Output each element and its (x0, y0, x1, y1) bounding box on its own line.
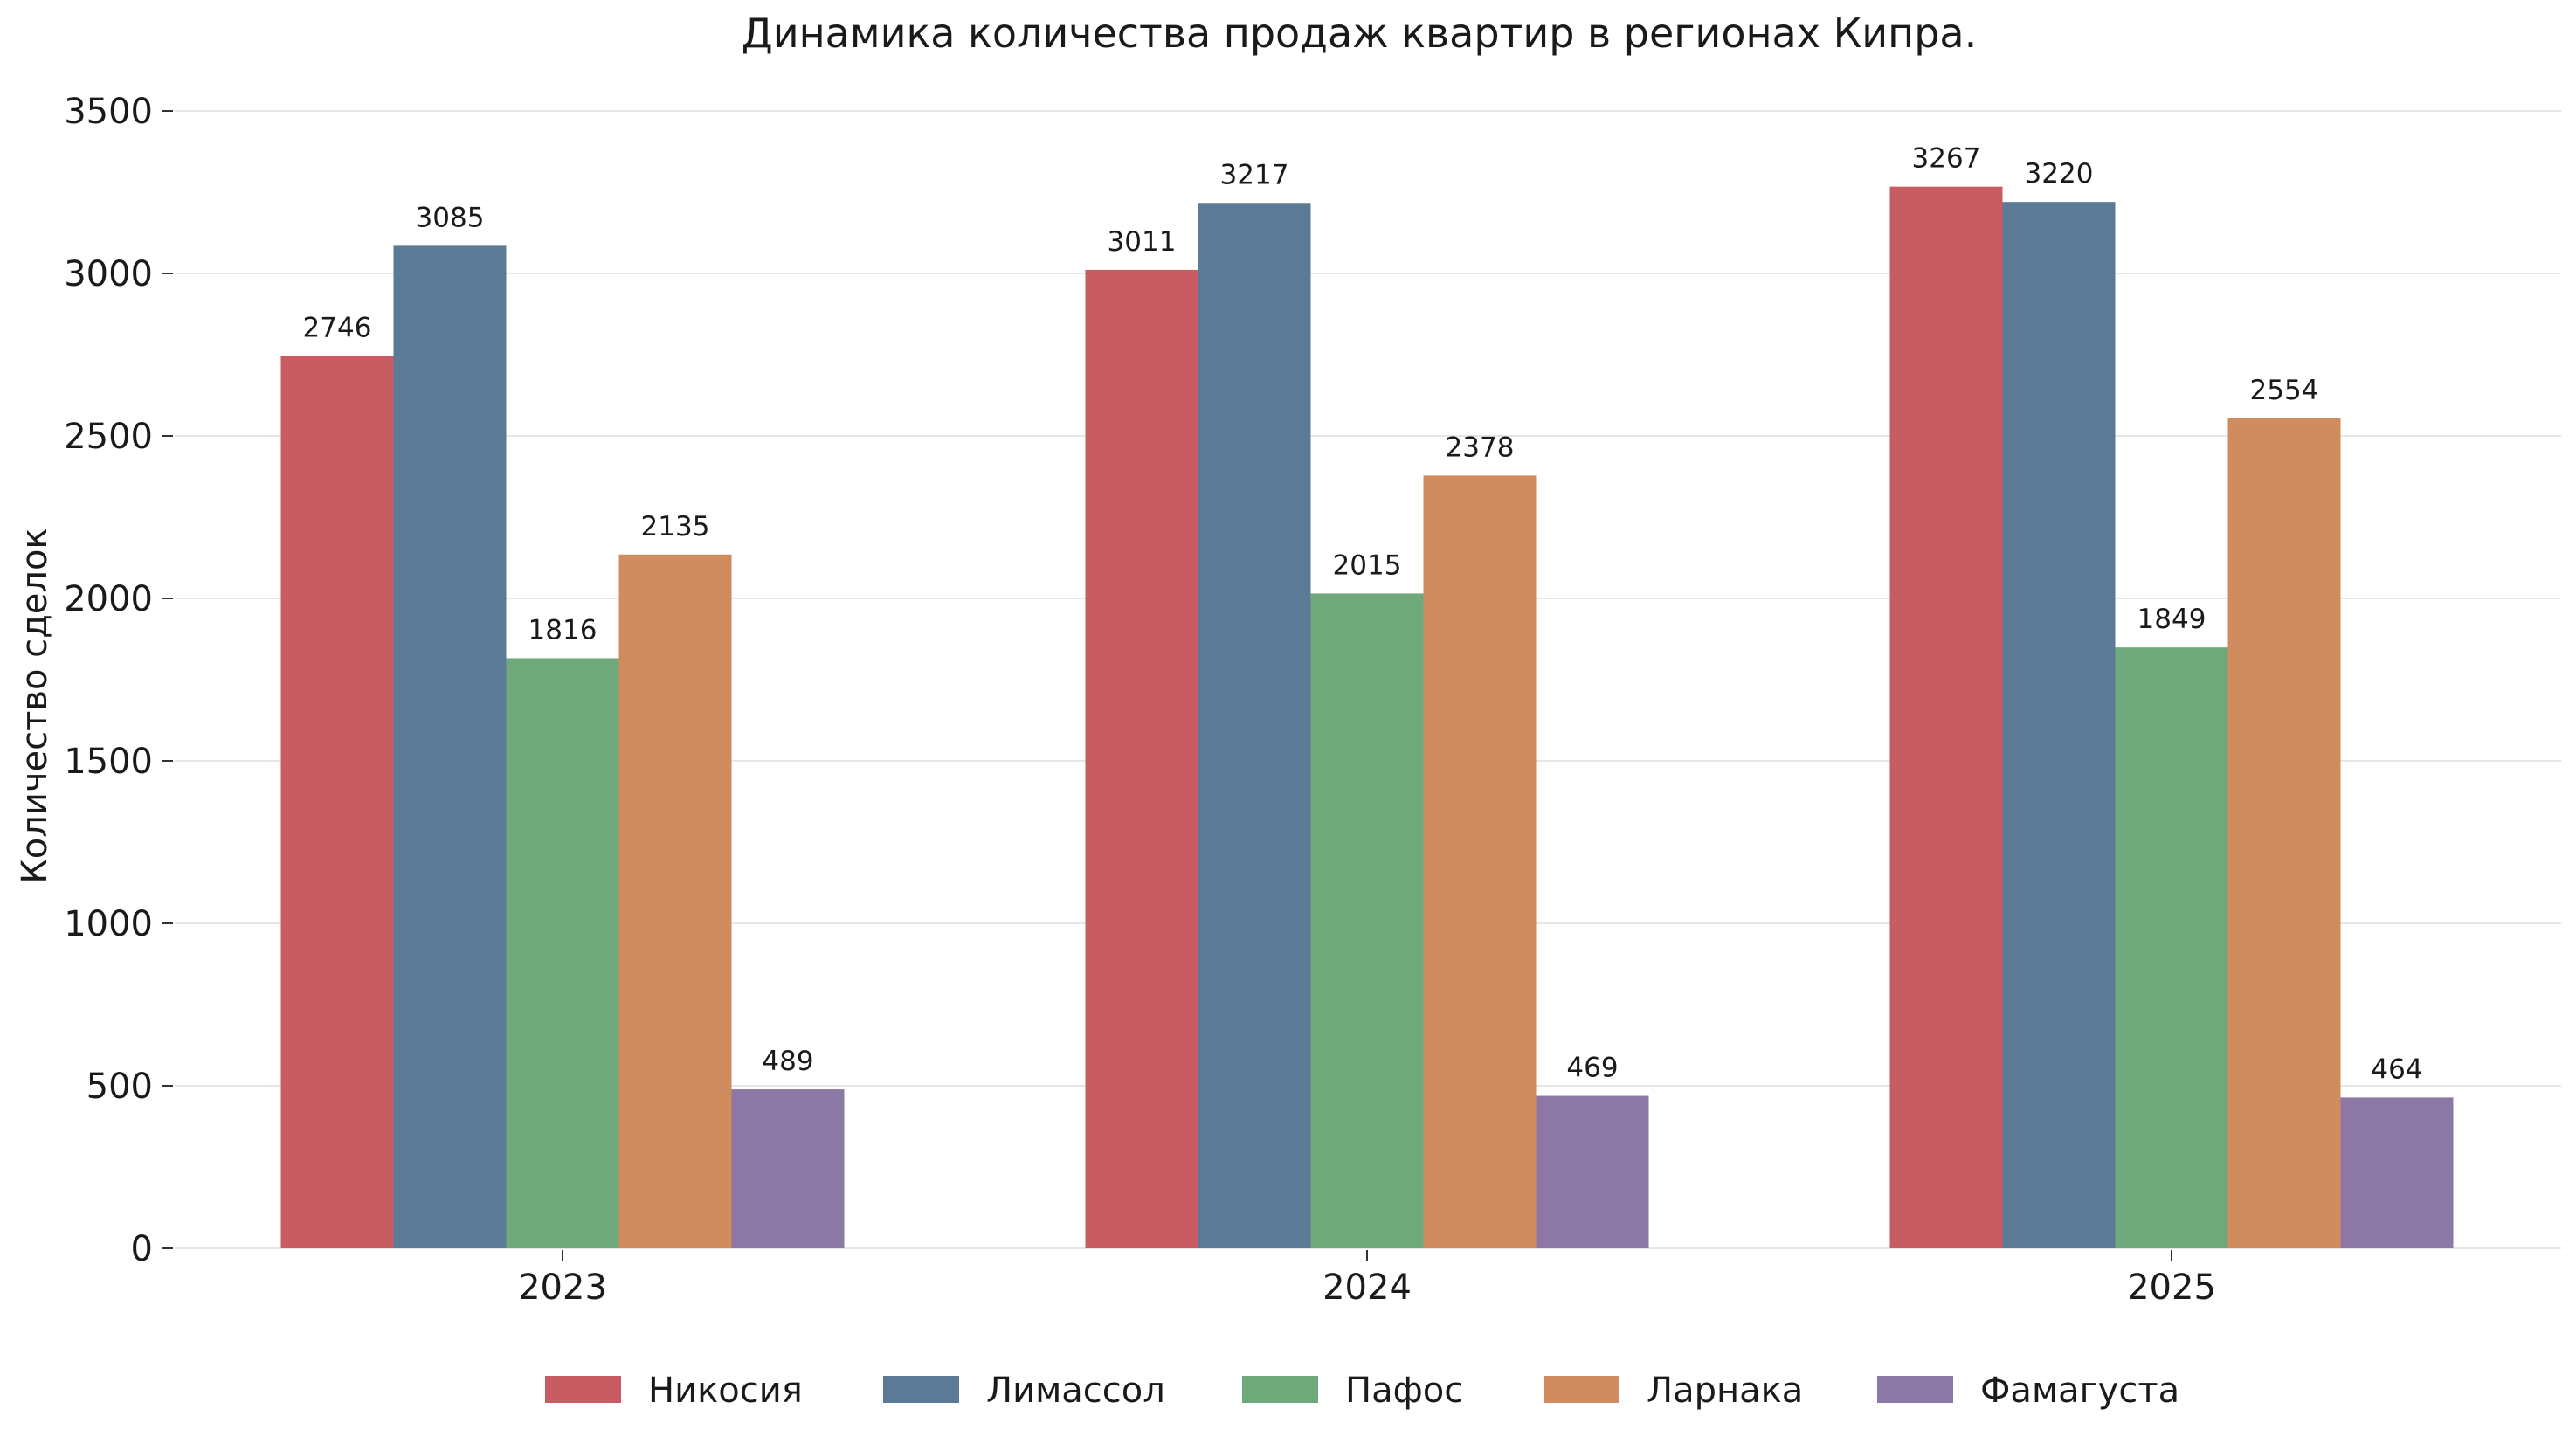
legend-label: Лимассол (986, 1371, 1165, 1411)
y-tick-label: 2500 (64, 417, 153, 457)
bar (2340, 1097, 2454, 1248)
y-axis: 0 500 1000 1500 2000 2500 3000 3500 (64, 92, 173, 1269)
x-axis: 2023 2024 2025 (518, 1250, 2216, 1308)
data-label: 3267 (1912, 143, 1981, 175)
legend-swatch (1544, 1376, 1619, 1403)
bar (2115, 647, 2228, 1248)
data-label: 2135 (641, 511, 710, 542)
data-label: 2746 (303, 312, 372, 343)
bar (618, 554, 732, 1248)
chart-title: Динамика количества продаж квартир в рег… (742, 10, 1977, 57)
data-label: 1849 (2137, 604, 2207, 635)
bar (2227, 418, 2341, 1248)
bars (280, 186, 2454, 1249)
bar (1889, 186, 2003, 1248)
x-tick-label: 2024 (1323, 1268, 1412, 1308)
y-tick-label: 2000 (64, 579, 153, 619)
legend-label: Пафос (1345, 1371, 1463, 1411)
data-label: 3220 (2025, 158, 2094, 190)
y-tick-label: 3500 (64, 92, 153, 132)
data-label: 489 (762, 1046, 813, 1077)
y-tick-label: 1500 (64, 742, 153, 782)
bar (2002, 202, 2116, 1248)
data-label: 464 (2371, 1054, 2422, 1085)
data-label: 2378 (1446, 432, 1515, 463)
y-tick-label: 500 (86, 1067, 153, 1107)
data-label: 3085 (416, 202, 485, 233)
bar (1423, 475, 1537, 1248)
y-tick-label: 0 (131, 1229, 153, 1269)
legend-label: Никосия (648, 1371, 803, 1411)
x-tick-label: 2023 (518, 1268, 607, 1308)
y-axis-label: Количество сделок (15, 528, 55, 883)
y-tick-label: 1000 (64, 904, 153, 944)
data-label: 2015 (1333, 549, 1402, 581)
legend-swatch (883, 1376, 959, 1403)
legend-swatch (1877, 1376, 1953, 1403)
bar (393, 245, 507, 1248)
bar (731, 1089, 845, 1248)
data-labels: 2746 3085 1816 2135 489 3011 3217 2015 2378 469 32… (303, 143, 2423, 1086)
x-tick-label: 2025 (2127, 1268, 2216, 1308)
data-label: 1816 (528, 614, 597, 646)
data-label: 3011 (1108, 226, 1177, 258)
bar (1310, 593, 1424, 1248)
bar (1536, 1095, 1649, 1248)
data-label: 2554 (2250, 375, 2319, 406)
data-label: 3217 (1220, 159, 1289, 190)
bar (506, 658, 619, 1248)
bar (1085, 269, 1198, 1249)
legend-label: Ларнака (1647, 1371, 1803, 1411)
data-label: 469 (1566, 1053, 1618, 1084)
legend-label: Фамагуста (1980, 1371, 2179, 1411)
legend-swatch (545, 1376, 621, 1403)
legend-swatch (1242, 1376, 1318, 1403)
bar (1198, 203, 1311, 1248)
bar (280, 356, 394, 1248)
legend: Никосия Лимассол Пафос Ларнака Фамагуста (545, 1371, 2179, 1411)
y-tick-label: 3000 (64, 254, 153, 294)
